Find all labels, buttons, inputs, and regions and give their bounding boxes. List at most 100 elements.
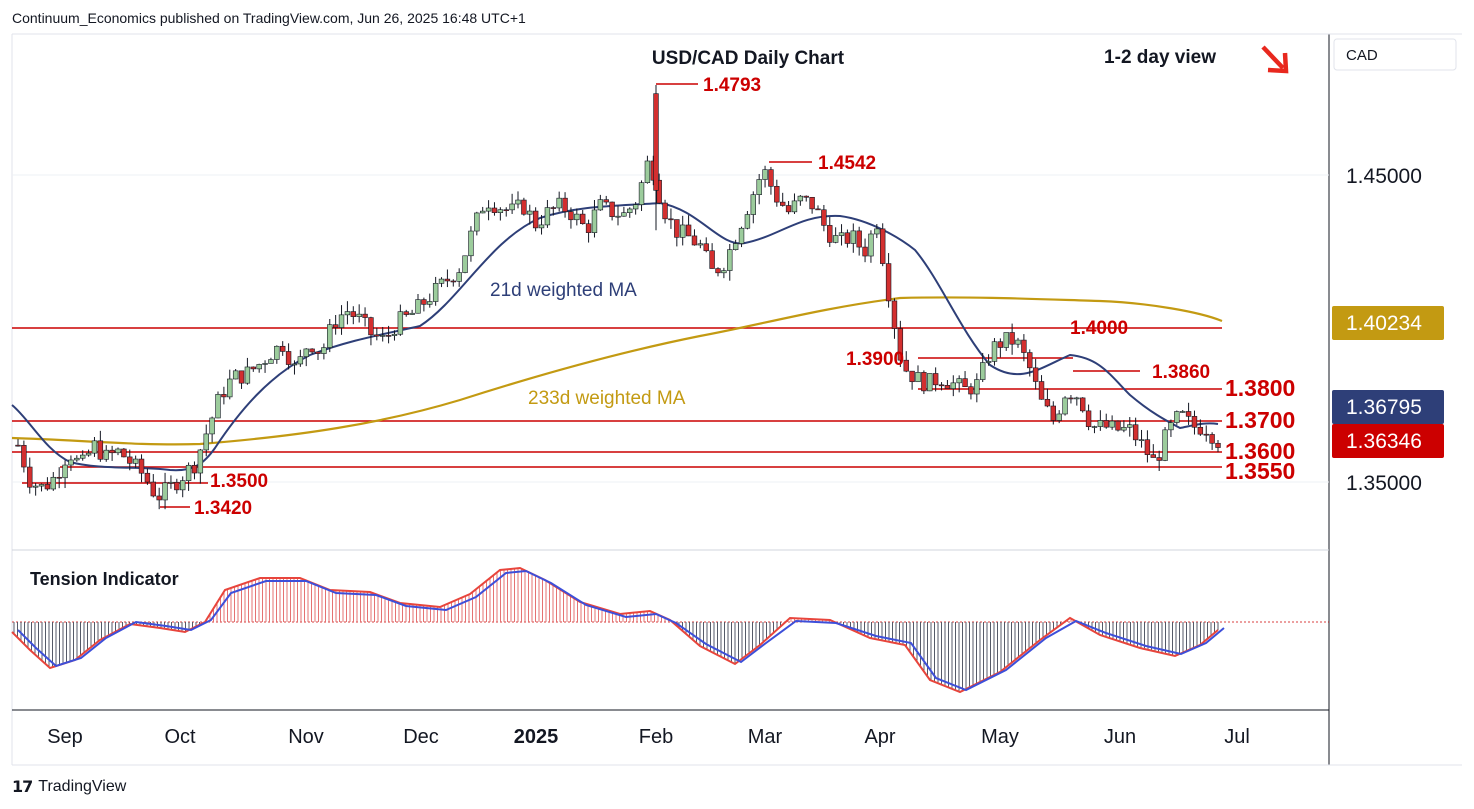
candle-body [138,458,145,474]
x-tick-2025: 2025 [514,726,559,748]
candle-body [903,359,909,372]
candle-body [1056,413,1062,421]
candle-body [1156,457,1162,461]
candle-body [874,228,880,235]
candle-body [432,283,439,302]
candle-body [938,384,945,387]
candle-body [250,366,256,370]
candle-body [244,366,251,384]
candle-body [891,300,898,329]
candle-body [832,235,839,243]
candle-body [503,209,509,211]
candle-body [127,456,133,464]
candle-body [80,454,86,459]
ma-21d-line [11,201,1219,472]
candle-body [644,160,651,183]
candle-body [97,440,104,460]
candle-body [521,199,527,215]
level-label-1.3800: 1.3800 [1225,375,1295,401]
candle-body [203,433,209,451]
candle-body-high [653,93,659,191]
candle-body [315,351,321,354]
x-tick-mar: Mar [748,726,783,748]
candle-body [603,199,609,203]
candle-body [791,200,798,213]
candle-body [774,186,780,203]
candle-body [1215,442,1221,448]
candle-body [991,341,998,362]
candle-body [44,484,51,490]
candle-body [1021,339,1027,353]
candle-body [344,311,351,316]
candle-body [168,481,174,484]
candle-body [150,481,156,497]
candle-body [638,182,645,205]
currency-box[interactable] [1333,38,1457,71]
candle-body [456,272,462,282]
candle-body [374,334,380,337]
candle-body [597,199,604,211]
candle-body [309,348,315,353]
candle-body [656,179,662,204]
x-tick-may: May [981,726,1019,748]
candle-body [756,179,762,195]
candle-body [985,361,992,363]
x-tick-apr: Apr [864,726,895,748]
candle-body [1097,420,1104,427]
candle-body [732,243,739,250]
candle-body [144,472,151,483]
candle-body [221,394,227,398]
tension-histogram [13,568,1219,692]
candle-body [421,299,427,305]
candle-body [132,458,139,464]
x-tick-sep: Sep [47,726,83,748]
candle-body [427,301,433,305]
candle-body [744,214,751,229]
candle-body [562,197,568,212]
candle-body [738,227,745,244]
candle-body [897,328,904,361]
candle-body [180,480,186,491]
ma-233d-label: 233d weighted MA [528,388,686,409]
candle-body [950,382,956,389]
candle-body [1150,454,1156,458]
currency-label: CAD [1346,47,1378,64]
candle-body [1044,398,1051,407]
candle-body [838,232,845,236]
candle-body [274,345,280,360]
candle-body [121,448,127,458]
candle-body [350,311,356,317]
candle-body [438,278,445,284]
candle-body [709,250,715,269]
tension-slow-line [17,569,1225,692]
candle-body [444,278,451,282]
candle-body [609,201,615,217]
candle-body [197,449,204,474]
candle-body [280,345,286,352]
candle-body [544,207,551,226]
level-label-1.4793: 1.4793 [703,75,761,96]
candle-body [332,324,339,328]
time-axis[interactable]: Sep Oct Nov Dec 2025 Feb Mar Apr May Jun Jul [47,726,1250,748]
svg-text:1.40234: 1.40234 [1346,312,1422,335]
x-tick-oct: Oct [164,726,196,748]
candle-body [1174,411,1180,423]
candle-body [1015,339,1021,345]
candle-body [885,263,892,302]
candle-body [256,364,262,370]
level-label-1.3420: 1.3420 [194,498,252,519]
candle-body [591,209,598,233]
candle-body [1180,411,1186,413]
candle-body [185,464,192,481]
candle-body [527,210,533,215]
candle-body [662,202,668,220]
candle-body [932,373,939,386]
candle-body [338,314,345,328]
candle-body [56,476,62,479]
candle-body [921,372,927,392]
tradingview-footer[interactable]: 𝟭𝟳 TradingView [12,777,126,797]
candle-body [156,495,162,501]
level-label-1.3700: 1.3700 [1225,407,1295,433]
candle-body [462,255,468,273]
